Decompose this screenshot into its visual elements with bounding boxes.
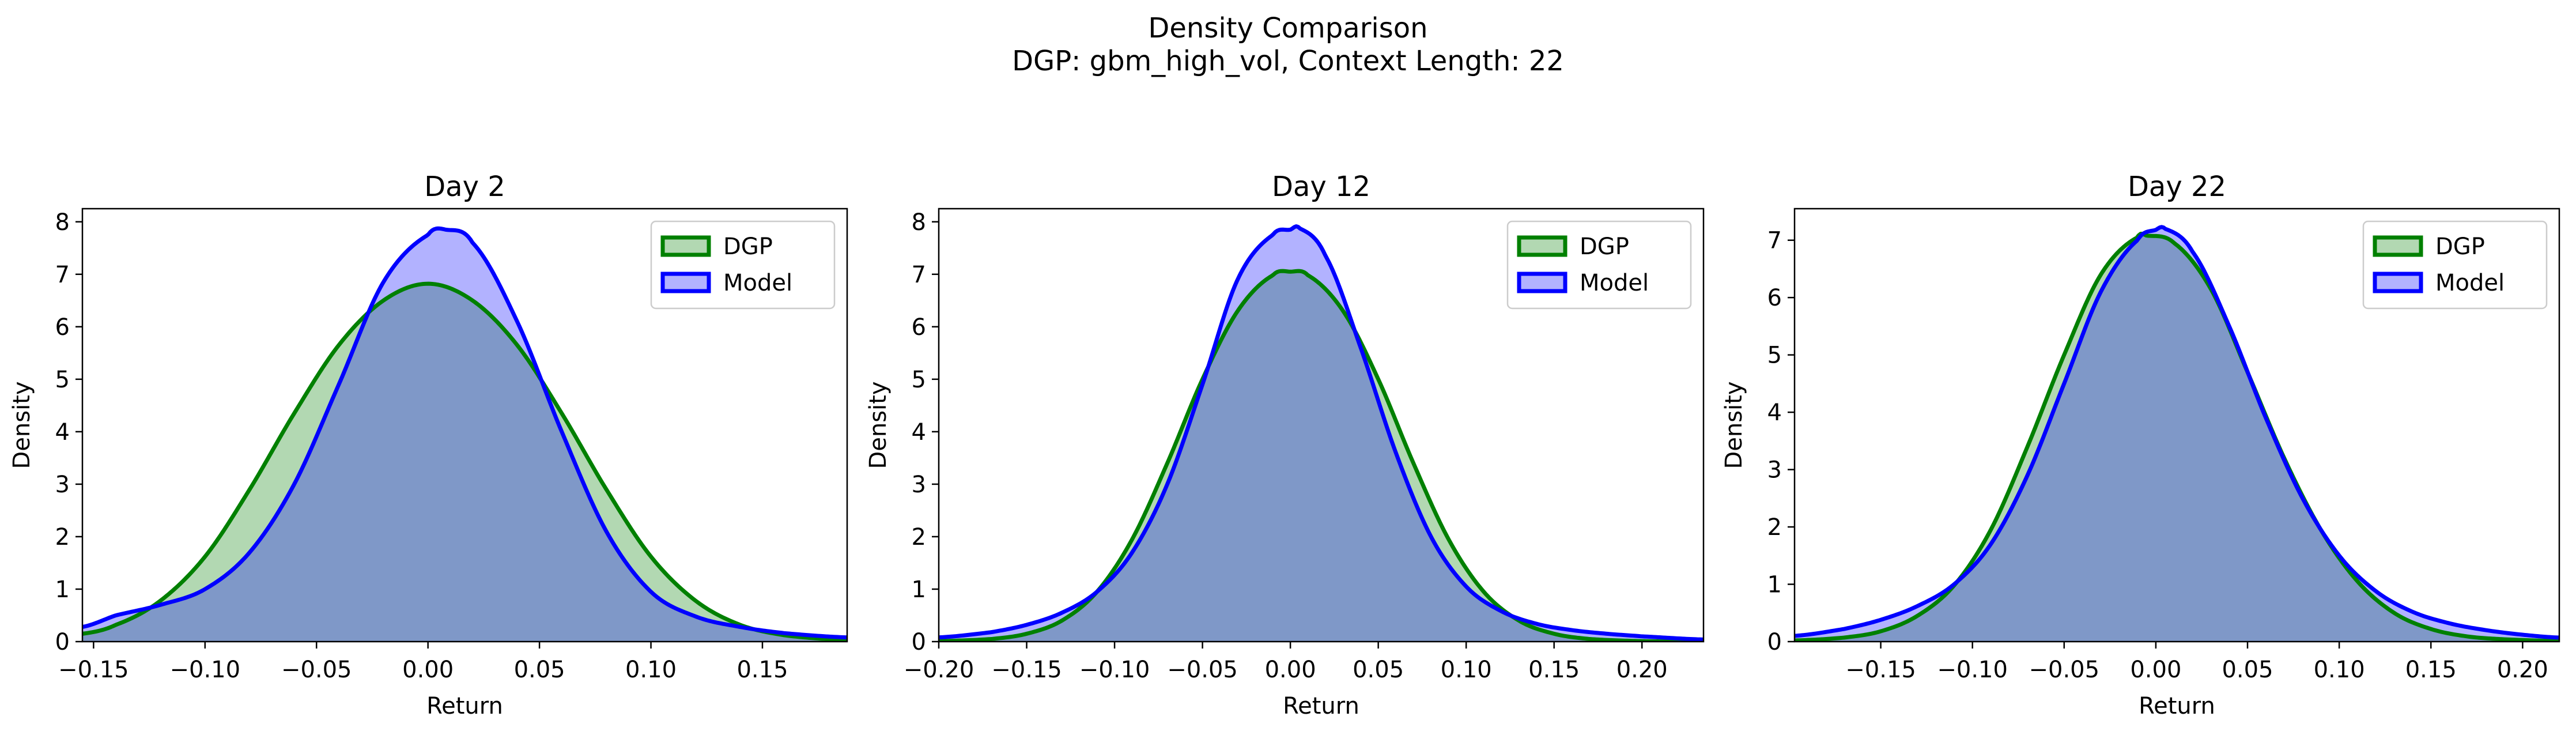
model-density-line (939, 224, 1704, 642)
x-tick-label: −0.15 (991, 657, 1062, 683)
y-tick-label: 6 (55, 314, 70, 341)
x-axis-label: Return (426, 693, 503, 719)
y-tick-label: 2 (912, 524, 926, 551)
y-tick-label: 1 (1767, 572, 1782, 598)
y-tick-label: 5 (912, 367, 926, 393)
legend-label: DGP (2435, 233, 2485, 260)
figure-title-line-1: Density Comparison (1148, 12, 1427, 44)
overlap-density-fill (1795, 234, 2559, 642)
legend-label: DGP (1580, 233, 1629, 260)
dgp-density-line (82, 281, 847, 642)
x-tick-label: 0.15 (736, 657, 788, 683)
y-tick-label: 4 (1767, 399, 1782, 426)
x-tick-label: 0.20 (1616, 657, 1668, 683)
x-axis-label: Return (1283, 693, 1359, 719)
legend-swatch-dgp (660, 235, 711, 257)
x-tick-label: 0.05 (1353, 657, 1404, 683)
plot-area (82, 226, 847, 642)
subplot-title: Day 2 (424, 171, 505, 203)
subplot-title: Day 12 (1272, 171, 1370, 203)
y-tick-label: 6 (1767, 285, 1782, 311)
y-tick-label: 4 (55, 419, 70, 446)
overlap-density-fill (82, 284, 847, 642)
x-tick-label: 0.00 (1265, 657, 1316, 683)
axes-frame (1793, 208, 2560, 643)
x-tick-label: 0.00 (2130, 657, 2181, 683)
x-axis-label: Return (2139, 693, 2215, 719)
dgp-density-line (1795, 232, 2559, 642)
y-tick-label: 1 (912, 576, 926, 603)
y-tick-label: 2 (55, 524, 70, 551)
x-tick-label: −0.15 (58, 657, 129, 683)
legend-swatch-model (2373, 272, 2423, 293)
overlap-density-fill (939, 271, 1704, 642)
plot-area (1795, 225, 2559, 642)
x-tick-label: 0.05 (514, 657, 565, 683)
y-tick-label: 4 (912, 419, 926, 446)
x-tick-label: 0.05 (2222, 657, 2273, 683)
subplot-title: Day 22 (2128, 171, 2226, 203)
x-tick-label: 0.00 (402, 657, 454, 683)
x-tick-label: −0.05 (281, 657, 352, 683)
legend-label: DGP (723, 233, 773, 260)
y-tick-label: 8 (912, 209, 926, 236)
y-axis-label: Density (9, 381, 35, 469)
y-tick-label: 3 (1767, 457, 1782, 484)
model-density-line (1795, 225, 2559, 640)
y-tick-label: 7 (1767, 228, 1782, 254)
x-tick-label: 0.15 (1528, 657, 1580, 683)
y-tick-label: 8 (55, 209, 70, 236)
legend: DGP Model (2362, 220, 2548, 310)
y-tick-label: 5 (1767, 342, 1782, 369)
x-tick-label: −0.10 (1079, 657, 1150, 683)
legend: DGP Model (1506, 220, 1692, 310)
legend-swatch-dgp (2373, 235, 2423, 257)
legend-swatch-model (660, 272, 711, 293)
figure-title-line-2: DGP: gbm_high_vol, Context Length: 22 (1012, 45, 1564, 77)
model-density-line (82, 226, 847, 640)
y-tick-label: 7 (912, 262, 926, 288)
subplot-panel: −0.15 −0.10 −0.05 0.00 0.05 0.10 0.15 0.20 0 1 2 3 4… (1721, 171, 2560, 719)
legend-swatch-model (1517, 272, 1567, 293)
axes-frame (81, 208, 848, 643)
y-tick-label: 3 (912, 472, 926, 498)
x-tick-label: −0.20 (904, 657, 975, 683)
x-tick-label: 0.20 (2497, 657, 2548, 683)
y-tick-label: 6 (912, 314, 926, 341)
y-tick-label: 0 (912, 629, 926, 655)
y-tick-label: 0 (55, 629, 70, 655)
x-tick-label: −0.05 (2029, 657, 2100, 683)
legend: DGP Model (650, 220, 836, 310)
legend-label: Model (2435, 270, 2505, 296)
x-tick-label: −0.15 (1845, 657, 1916, 683)
x-tick-label: 0.15 (2405, 657, 2457, 683)
x-tick-label: 0.10 (2314, 657, 2365, 683)
dgp-density-line (939, 269, 1704, 642)
y-tick-label: 3 (55, 472, 70, 498)
y-tick-label: 0 (1767, 629, 1782, 655)
y-tick-label: 7 (55, 262, 70, 288)
x-tick-label: 0.10 (625, 657, 677, 683)
y-axis-label: Density (865, 381, 892, 469)
legend-label: Model (1580, 270, 1649, 296)
x-tick-label: −0.05 (1167, 657, 1238, 683)
y-axis-label: Density (1721, 381, 1747, 469)
x-tick-label: −0.10 (1937, 657, 2008, 683)
y-tick-label: 1 (55, 576, 70, 603)
y-tick-label: 5 (55, 367, 70, 393)
x-tick-label: 0.10 (1441, 657, 1492, 683)
legend-label: Model (723, 270, 792, 296)
y-tick-label: 2 (1767, 514, 1782, 541)
subplot-panels: −0.15 −0.10 −0.05 0.00 0.05 0.10 0.15 0 1 2 3 4 5 6 7 8… (9, 171, 2560, 719)
x-tick-label: −0.10 (169, 657, 240, 683)
subplot-panel: −0.15 −0.10 −0.05 0.00 0.05 0.10 0.15 0 1 2 3 4 5 6 7 8… (9, 171, 848, 719)
subplot-panel: −0.20 −0.15 −0.10 −0.05 0.00 0.05 0.10 0.15 0.20… (865, 171, 1705, 719)
plot-area (939, 224, 1704, 642)
axes-frame (938, 208, 1705, 643)
legend-swatch-dgp (1517, 235, 1567, 257)
